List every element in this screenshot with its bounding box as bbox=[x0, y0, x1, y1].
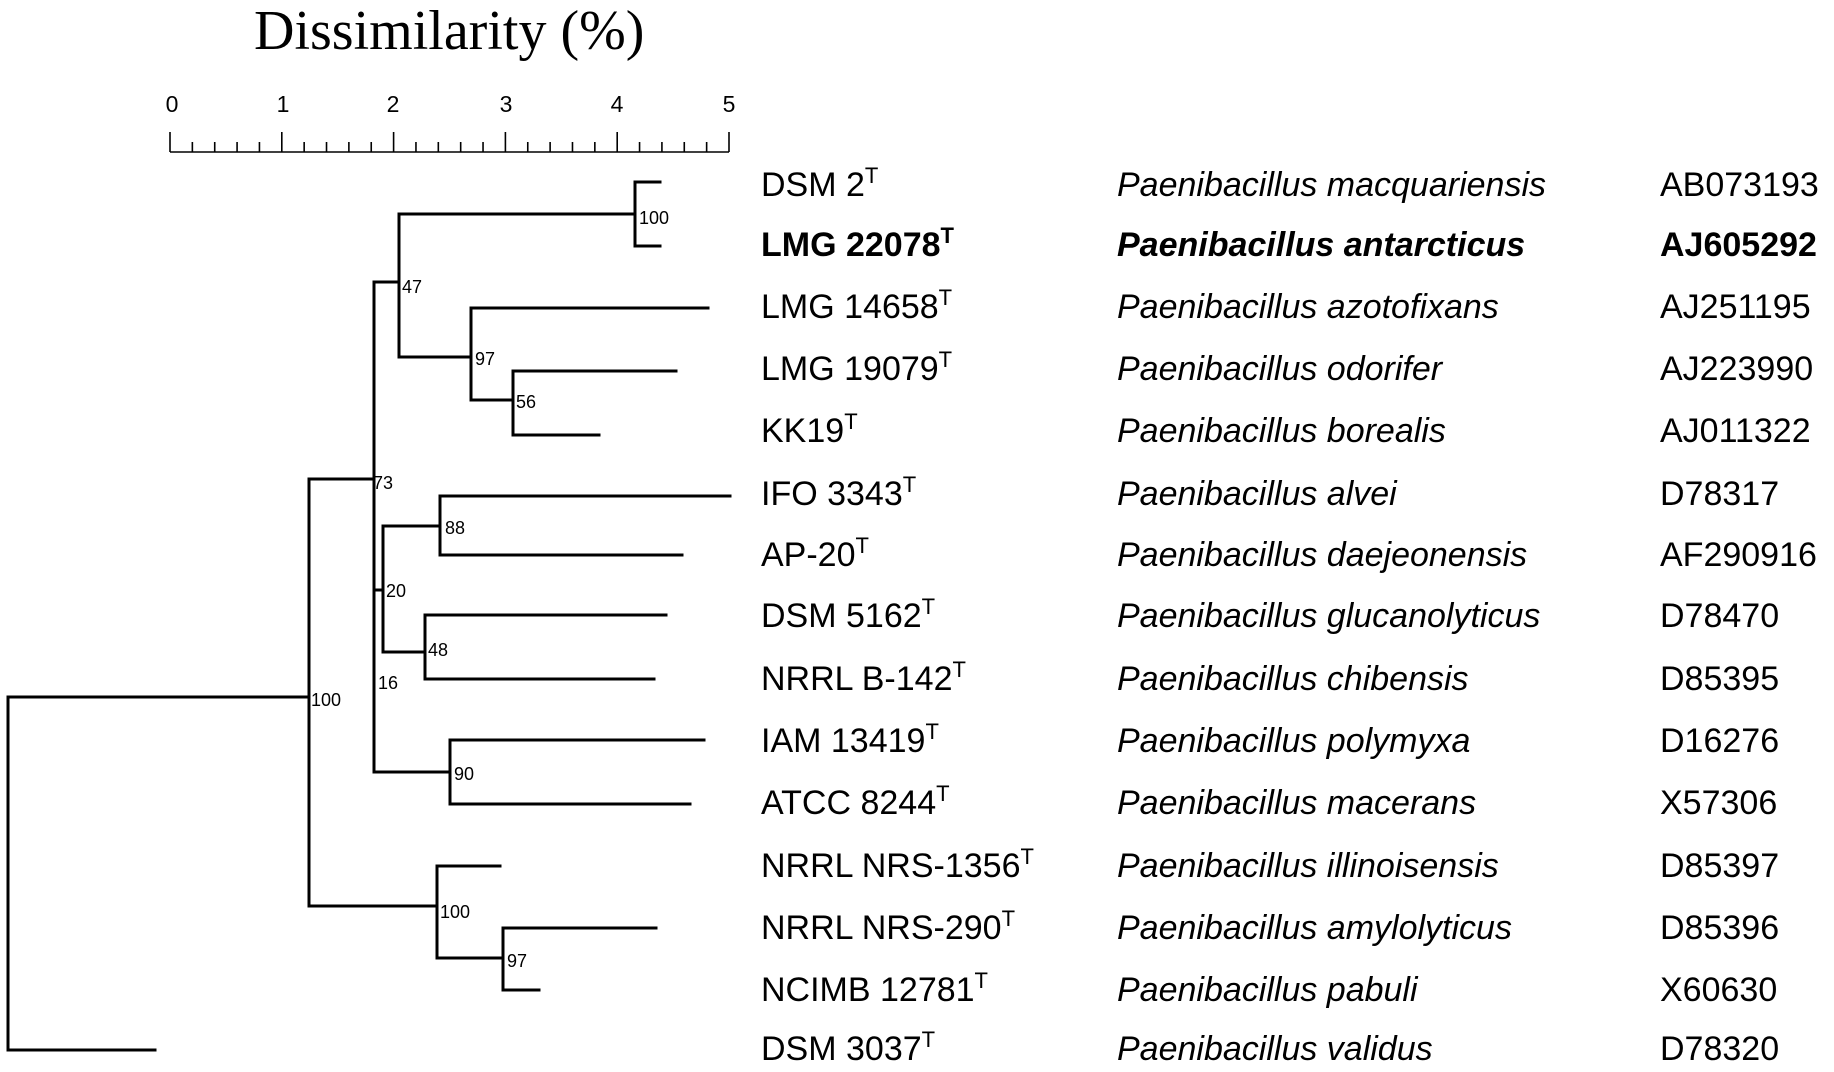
taxon-row: KK19T Paenibacillus borealis AJ011322 bbox=[761, 409, 1811, 450]
bootstrap-label: 48 bbox=[428, 640, 448, 660]
species-label: Paenibacillus daejeonensis bbox=[1117, 536, 1527, 574]
strain-label: LMG 22078T bbox=[761, 223, 955, 264]
strain-label: DSM 5162T bbox=[761, 594, 935, 635]
species-label: Paenibacillus glucanolyticus bbox=[1117, 597, 1540, 635]
scale-tick-1: 1 bbox=[277, 91, 290, 117]
bootstrap-label: 97 bbox=[507, 951, 527, 971]
tree-branches bbox=[6, 180, 732, 1052]
taxon-row: NRRL NRS-1356T Paenibacillus illinoisensi… bbox=[761, 844, 1779, 885]
bootstrap-label: 100 bbox=[440, 902, 470, 922]
accession-label: D85395 bbox=[1660, 660, 1779, 698]
strain-label: LMG 19079T bbox=[761, 347, 952, 388]
accession-label: X57306 bbox=[1660, 784, 1777, 822]
bootstrap-label: 90 bbox=[454, 764, 474, 784]
accession-label: AJ605292 bbox=[1660, 226, 1817, 264]
accession-label: X60630 bbox=[1660, 971, 1777, 1009]
accession-label: AF290916 bbox=[1660, 536, 1817, 574]
branch-node-90 bbox=[372, 738, 706, 806]
taxon-row: IAM 13419T Paenibacillus polymyxa D16276 bbox=[761, 719, 1779, 760]
species-label: Paenibacillus chibensis bbox=[1117, 660, 1469, 698]
taxon-row: NRRL B-142T Paenibacillus chibensis D85395 bbox=[761, 657, 1779, 698]
bootstrap-label: 47 bbox=[402, 277, 422, 297]
species-label: Paenibacillus polymyxa bbox=[1117, 722, 1470, 760]
species-label: Paenibacillus odorifer bbox=[1117, 350, 1444, 388]
taxon-labels: DSM 2T Paenibacillus macquariensis AB07319… bbox=[761, 163, 1819, 1068]
accession-label: AJ011322 bbox=[1660, 412, 1811, 450]
accession-label: AJ251195 bbox=[1660, 288, 1811, 326]
taxon-row: DSM 3037T Paenibacillus validus D78320 bbox=[761, 1027, 1779, 1068]
strain-label: KK19T bbox=[761, 409, 858, 450]
branch-node-97-lower bbox=[435, 926, 658, 992]
strain-label: IAM 13419T bbox=[761, 719, 939, 760]
taxon-row: LMG 14658T Paenibacillus azotofixans AJ251… bbox=[761, 285, 1811, 326]
branch-node-56 bbox=[469, 369, 678, 437]
accession-label: D16276 bbox=[1660, 722, 1779, 760]
species-label: Paenibacillus illinoisensis bbox=[1117, 847, 1499, 885]
branch-macq-antarcticus bbox=[397, 180, 662, 248]
bootstrap-label: 100 bbox=[311, 690, 341, 710]
figure-title: Dissimilarity (%) bbox=[254, 0, 644, 62]
species-label: Paenibacillus alvei bbox=[1117, 475, 1398, 513]
taxon-row: DSM 2T Paenibacillus macquariensis AB07319… bbox=[761, 163, 1819, 204]
branch-node-48 bbox=[381, 613, 668, 681]
accession-label: D85397 bbox=[1660, 847, 1779, 885]
bootstrap-label: 16 bbox=[378, 673, 398, 693]
taxon-row: NRRL NRS-290T Paenibacillus amylolyticus D… bbox=[761, 906, 1779, 947]
accession-label: D78470 bbox=[1660, 597, 1779, 635]
bootstrap-values: 100 47 97 56 73 88 20 48 16 90 100 100 9… bbox=[311, 208, 669, 971]
strain-label: NCIMB 12781T bbox=[761, 968, 988, 1009]
branch-node-47 bbox=[372, 212, 401, 359]
taxon-row: DSM 5162T Paenibacillus glucanolyticus D78… bbox=[761, 594, 1779, 635]
species-label: Paenibacillus pabuli bbox=[1117, 971, 1419, 1009]
accession-label: AB073193 bbox=[1660, 166, 1819, 204]
strain-label: AP-20T bbox=[761, 533, 869, 574]
accession-label: AJ223990 bbox=[1660, 350, 1813, 388]
scale-bar: 0 1 2 3 4 5 bbox=[166, 91, 736, 153]
strain-label: NRRL NRS-1356T bbox=[761, 844, 1034, 885]
branch-root bbox=[6, 695, 311, 1052]
bootstrap-label: 73 bbox=[373, 473, 393, 493]
scale-tick-0: 0 bbox=[166, 91, 179, 117]
species-label: Paenibacillus antarcticus bbox=[1117, 226, 1525, 264]
accession-label: D78320 bbox=[1660, 1030, 1779, 1068]
taxon-row: AP-20T Paenibacillus daejeonensis AF290916 bbox=[761, 533, 1817, 574]
scale-tick-2: 2 bbox=[387, 91, 400, 117]
accession-label: D78317 bbox=[1660, 475, 1779, 513]
accession-label: D85396 bbox=[1660, 909, 1779, 947]
taxon-row: LMG 22078T Paenibacillus antarcticus AJ605… bbox=[761, 223, 1817, 264]
bootstrap-label: 97 bbox=[475, 349, 495, 369]
bootstrap-label: 20 bbox=[386, 581, 406, 601]
branch-lower-clade bbox=[307, 864, 502, 960]
taxon-row: ATCC 8244T Paenibacillus macerans X57306 bbox=[761, 781, 1777, 822]
species-label: Paenibacillus macquariensis bbox=[1117, 166, 1546, 204]
scale-tick-4: 4 bbox=[611, 91, 624, 117]
strain-label: DSM 3037T bbox=[761, 1027, 935, 1068]
scale-tick-3: 3 bbox=[500, 91, 513, 117]
strain-label: DSM 2T bbox=[761, 163, 878, 204]
strain-label: NRRL NRS-290T bbox=[761, 906, 1015, 947]
scale-tick-5: 5 bbox=[723, 91, 736, 117]
species-label: Paenibacillus borealis bbox=[1117, 412, 1446, 450]
taxon-row: LMG 19079T Paenibacillus odorifer AJ223990 bbox=[761, 347, 1813, 388]
species-label: Paenibacillus macerans bbox=[1117, 784, 1476, 822]
strain-label: LMG 14658T bbox=[761, 285, 952, 326]
strain-label: ATCC 8244T bbox=[761, 781, 950, 822]
bootstrap-label: 56 bbox=[516, 392, 536, 412]
bootstrap-label: 100 bbox=[639, 208, 669, 228]
species-label: Paenibacillus azotofixans bbox=[1117, 288, 1499, 326]
strain-label: IFO 3343T bbox=[761, 472, 916, 513]
species-label: Paenibacillus validus bbox=[1117, 1030, 1433, 1068]
bootstrap-label: 88 bbox=[445, 518, 465, 538]
taxon-row: NCIMB 12781T Paenibacillus pabuli X60630 bbox=[761, 968, 1777, 1009]
branch-node-97 bbox=[397, 306, 710, 402]
taxon-row: IFO 3343T Paenibacillus alvei D78317 bbox=[761, 472, 1779, 513]
species-label: Paenibacillus amylolyticus bbox=[1117, 909, 1512, 947]
strain-label: NRRL B-142T bbox=[761, 657, 966, 698]
branch-node-88 bbox=[381, 494, 732, 557]
